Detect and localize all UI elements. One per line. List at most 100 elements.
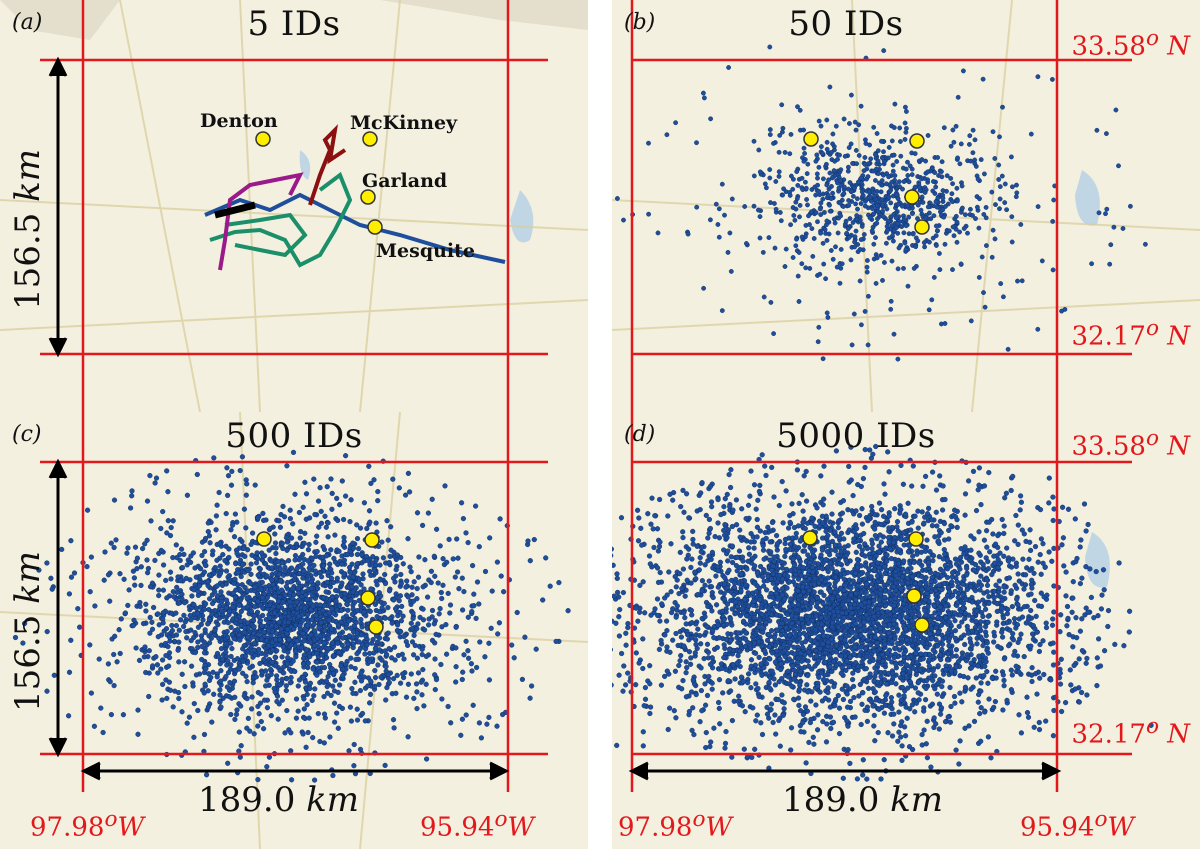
gps-point [890, 238, 896, 244]
gps-point [948, 175, 954, 181]
gps-point [992, 156, 998, 161]
gps-point [285, 619, 292, 626]
gps-point [803, 760, 809, 766]
gps-point [776, 149, 782, 155]
gps-point [970, 127, 976, 133]
gps-point [179, 709, 185, 715]
gps-point [816, 164, 822, 170]
gps-point [903, 223, 909, 229]
gps-point [400, 671, 406, 677]
gps-point [345, 641, 351, 648]
gps-point [167, 569, 174, 575]
gps-point [865, 342, 871, 348]
gps-point [268, 666, 274, 673]
gps-point [795, 273, 801, 279]
gps-point [155, 611, 161, 617]
gps-point [1009, 184, 1015, 190]
gps-point [182, 600, 188, 606]
gps-point [895, 266, 901, 272]
gps-point [283, 688, 289, 694]
gps-point [239, 454, 246, 460]
gps-point [162, 640, 169, 647]
gps-point [111, 651, 117, 658]
gps-point [926, 210, 932, 216]
gps-point [777, 132, 783, 138]
gps-point [351, 741, 357, 748]
gps-point [242, 553, 248, 560]
gps-point [881, 48, 887, 53]
gps-point [678, 503, 684, 510]
gps-point [201, 639, 207, 645]
gps-point [899, 224, 905, 230]
gps-point [226, 694, 232, 700]
gps-point [277, 566, 283, 573]
gps-point [886, 174, 891, 180]
gps-point [359, 710, 366, 717]
gps-point [183, 629, 189, 635]
gps-point [415, 574, 422, 580]
gps-point [372, 683, 378, 690]
gps-point [129, 493, 135, 499]
gps-point [1029, 678, 1035, 685]
gps-point [243, 492, 249, 498]
gps-point [398, 618, 405, 624]
gps-point [153, 475, 160, 481]
gps-point [1028, 131, 1034, 137]
gps-point [722, 496, 728, 502]
gps-point [173, 610, 179, 616]
gps-point [810, 253, 816, 259]
gps-point [329, 606, 335, 612]
gps-point [646, 140, 651, 146]
gps-point [212, 589, 218, 595]
gps-point [1049, 558, 1055, 564]
gps-point [178, 617, 184, 623]
gps-point [147, 614, 153, 621]
gps-point [429, 614, 435, 620]
gps-point [925, 133, 931, 138]
west-longitude: 97.98oW [30, 807, 144, 843]
gps-point [419, 646, 425, 652]
gps-point [159, 697, 165, 703]
gps-point [716, 206, 722, 212]
gps-point [329, 626, 335, 632]
gps-point [255, 598, 261, 605]
gps-point [385, 537, 391, 543]
gps-point [926, 239, 932, 245]
gps-point [287, 515, 294, 522]
gps-point [315, 498, 322, 504]
panel-title: 5 IDs [247, 4, 341, 44]
gps-point [1002, 181, 1008, 187]
gps-point [764, 637, 771, 644]
gps-point [268, 558, 274, 564]
gps-points [615, 44, 1148, 362]
gps-point [640, 729, 646, 735]
gps-point [960, 68, 966, 74]
gps-point [778, 218, 784, 224]
gps-point [813, 192, 819, 198]
gps-point [905, 173, 911, 178]
gps-point [195, 588, 201, 595]
gps-point [207, 596, 213, 602]
gps-point [269, 565, 275, 571]
gps-point [827, 170, 833, 176]
gps-point [420, 606, 426, 612]
gps-point [799, 175, 805, 181]
degree-mark: o [494, 807, 508, 833]
gps-point [192, 630, 198, 636]
gps-point [231, 534, 238, 540]
gps-point [954, 219, 960, 225]
gps-point [828, 248, 834, 253]
gps-point [816, 188, 822, 194]
gps-point [152, 557, 158, 564]
gps-point [350, 629, 357, 635]
gps-point [873, 280, 879, 286]
gps-point [531, 536, 537, 543]
gps-point [142, 541, 148, 547]
gps-point [358, 678, 365, 684]
gps-point [59, 546, 65, 553]
gps-point [170, 589, 176, 595]
gps-point [321, 694, 327, 700]
gps-point [358, 670, 364, 676]
gps-point [861, 168, 867, 174]
gps-point [455, 555, 461, 561]
